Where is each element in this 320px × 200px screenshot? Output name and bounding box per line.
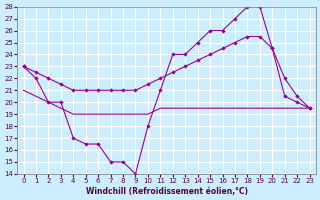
X-axis label: Windchill (Refroidissement éolien,°C): Windchill (Refroidissement éolien,°C)	[85, 187, 248, 196]
